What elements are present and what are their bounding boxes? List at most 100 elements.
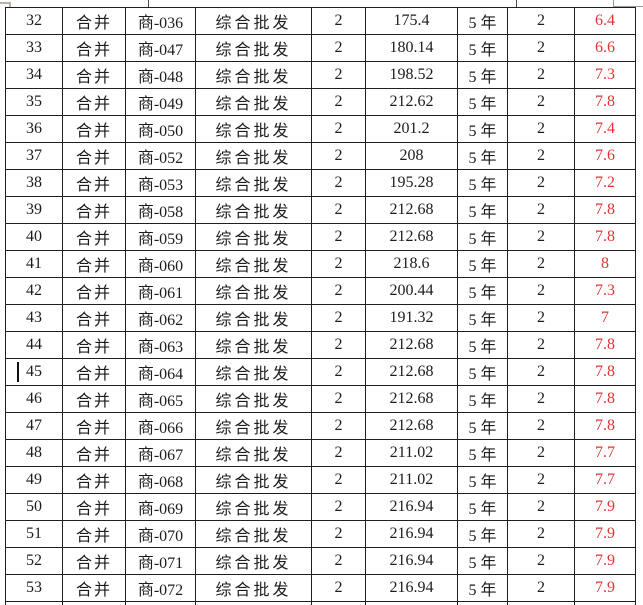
cell-category[interactable]: 综合批发 (196, 386, 312, 413)
cell-merge[interactable]: 合并 (63, 116, 126, 143)
cell-amount[interactable]: 191.32 (366, 305, 458, 332)
cell-term[interactable]: 5 年 (458, 440, 508, 467)
cell-amount[interactable]: 212.62 (366, 89, 458, 116)
cell-code[interactable]: 商-060 (126, 251, 196, 278)
cell-code[interactable]: 商-066 (126, 413, 196, 440)
cell-count[interactable]: 2 (508, 143, 575, 170)
cell-count[interactable]: 2 (508, 116, 575, 143)
cell-category[interactable]: 综合批发 (196, 467, 312, 494)
cell-code[interactable]: 商-049 (126, 89, 196, 116)
cell-term[interactable]: 5 年 (458, 332, 508, 359)
cell-code[interactable]: 商-052 (126, 143, 196, 170)
cell-rate[interactable]: 7.4 (575, 116, 636, 143)
cell-category[interactable]: 综合批发 (196, 224, 312, 251)
cell-term[interactable]: 5 年 (458, 359, 508, 386)
cell-count[interactable]: 2 (508, 359, 575, 386)
cell-index[interactable]: 51 (6, 521, 63, 548)
cell-count[interactable]: 2 (508, 332, 575, 359)
cell-merge[interactable]: 合并 (63, 467, 126, 494)
cell-count[interactable]: 2 (508, 521, 575, 548)
cell-qty[interactable]: 2 (312, 305, 366, 332)
cell-merge[interactable]: 合并 (63, 521, 126, 548)
cell-index[interactable]: 52 (6, 548, 63, 575)
cell-amount[interactable]: 211.02 (366, 467, 458, 494)
cell-rate[interactable]: 7.8 (575, 197, 636, 224)
cell-merge[interactable]: 合并 (63, 386, 126, 413)
cell-code[interactable]: 商-058 (126, 197, 196, 224)
cell-term[interactable]: 5 年 (458, 548, 508, 575)
cell-category[interactable]: 综合批发 (196, 116, 312, 143)
cell-term[interactable]: 5 年 (458, 197, 508, 224)
cell-count[interactable]: 2 (508, 467, 575, 494)
cell-rate[interactable]: 7.9 (575, 521, 636, 548)
cell-merge[interactable]: 合并 (63, 278, 126, 305)
cell-term[interactable]: 5 年 (458, 62, 508, 89)
cell-index[interactable]: 41 (6, 251, 63, 278)
cell-merge[interactable]: 合并 (63, 89, 126, 116)
cell-amount[interactable]: 208 (366, 143, 458, 170)
cell-code[interactable]: 商-068 (126, 467, 196, 494)
cell-term[interactable]: 5 年 (458, 224, 508, 251)
cell-term[interactable]: 5 年 (458, 89, 508, 116)
cell-merge[interactable]: 合并 (63, 548, 126, 575)
cell-merge[interactable]: 合并 (63, 224, 126, 251)
cell-index[interactable]: 53 (6, 575, 63, 602)
cell-count[interactable]: 2 (508, 494, 575, 521)
cell-term[interactable]: 5 年 (458, 278, 508, 305)
cell-rate[interactable]: 7.7 (575, 467, 636, 494)
cell-term[interactable]: 5 年 (458, 575, 508, 602)
cell-qty[interactable]: 2 (312, 197, 366, 224)
cell-category[interactable]: 综合批发 (196, 62, 312, 89)
cell-rate[interactable]: 6.4 (575, 8, 636, 35)
cell-index[interactable]: 48 (6, 440, 63, 467)
cell-amount[interactable]: 195.28 (366, 170, 458, 197)
cell-category[interactable]: 综合批发 (196, 521, 312, 548)
cell-index[interactable]: 42 (6, 278, 63, 305)
cell-code[interactable]: 商-036 (126, 8, 196, 35)
cell-category[interactable]: 综合批发 (196, 170, 312, 197)
cell-category[interactable]: 综合批发 (196, 332, 312, 359)
cell-term[interactable]: 5 年 (458, 494, 508, 521)
cell-index[interactable]: 37 (6, 143, 63, 170)
cell-index[interactable]: 39 (6, 197, 63, 224)
cell-amount[interactable]: 218.6 (366, 251, 458, 278)
cell-term[interactable]: 5 年 (458, 8, 508, 35)
cell-merge[interactable]: 合并 (63, 440, 126, 467)
cell-code[interactable]: 商-063 (126, 332, 196, 359)
cell-rate[interactable]: 6.6 (575, 35, 636, 62)
cell-merge[interactable]: 合并 (63, 62, 126, 89)
cell-count[interactable]: 2 (508, 305, 575, 332)
cell-count[interactable]: 2 (508, 251, 575, 278)
cell-amount[interactable]: 216.94 (366, 548, 458, 575)
cell-qty[interactable]: 2 (312, 386, 366, 413)
cell-amount[interactable]: 216.94 (366, 521, 458, 548)
cell-code[interactable]: 商-053 (126, 170, 196, 197)
cell-amount[interactable]: 201.2 (366, 116, 458, 143)
cell-amount[interactable]: 180.14 (366, 35, 458, 62)
cell-index[interactable]: 36 (6, 116, 63, 143)
cell-category[interactable]: 综合批发 (196, 575, 312, 602)
cell-index[interactable]: 49 (6, 467, 63, 494)
cell-rate[interactable]: 7.8 (575, 386, 636, 413)
cell-count[interactable]: 2 (508, 8, 575, 35)
cell-category[interactable]: 综合批发 (196, 548, 312, 575)
cell-qty[interactable]: 2 (312, 440, 366, 467)
cell-qty[interactable]: 2 (312, 467, 366, 494)
cell-count[interactable]: 2 (508, 440, 575, 467)
cell-category[interactable]: 综合批发 (196, 89, 312, 116)
cell-amount[interactable]: 212.68 (366, 224, 458, 251)
cell-qty[interactable]: 2 (312, 278, 366, 305)
cell-amount[interactable]: 200.44 (366, 278, 458, 305)
cell-amount[interactable]: 212.68 (366, 332, 458, 359)
cell-code[interactable]: 商-062 (126, 305, 196, 332)
cell-merge[interactable]: 合并 (63, 35, 126, 62)
cell-qty[interactable]: 2 (312, 494, 366, 521)
cell-rate[interactable]: 7.8 (575, 359, 636, 386)
cell-count[interactable]: 2 (508, 197, 575, 224)
cell-index[interactable]: 34 (6, 62, 63, 89)
cell-merge[interactable]: 合并 (63, 413, 126, 440)
cell-rate[interactable]: 7.8 (575, 89, 636, 116)
cell-code[interactable]: 商-067 (126, 440, 196, 467)
cell-index[interactable]: 33 (6, 35, 63, 62)
cell-term[interactable]: 5 年 (458, 413, 508, 440)
